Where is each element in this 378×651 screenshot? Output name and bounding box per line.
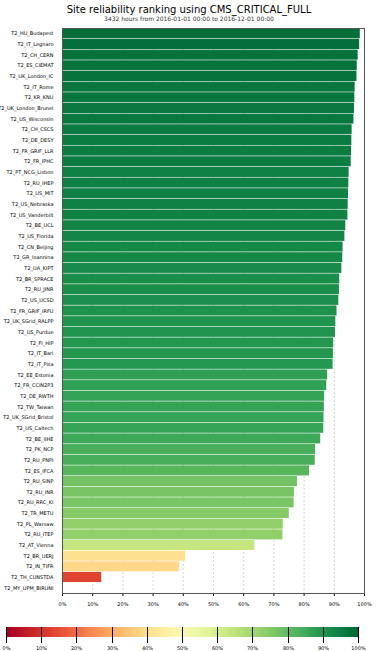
svg-text:T2_PL_Warsaw: T2_PL_Warsaw bbox=[16, 521, 54, 528]
svg-text:0%: 0% bbox=[3, 645, 11, 651]
svg-text:70%: 70% bbox=[247, 645, 258, 651]
svg-text:70%: 70% bbox=[268, 601, 279, 607]
svg-text:T2_CH_CERN: T2_CH_CERN bbox=[20, 52, 54, 59]
svg-text:T2_US_Wisconsin: T2_US_Wisconsin bbox=[9, 116, 53, 123]
svg-text:50%: 50% bbox=[177, 645, 188, 651]
svg-text:T2_IT_Legnaro: T2_IT_Legnaro bbox=[17, 41, 54, 48]
svg-text:T2_DE_DESY: T2_DE_DESY bbox=[21, 137, 54, 144]
svg-text:T2_DE_RWTH: T2_DE_RWTH bbox=[19, 393, 54, 400]
svg-text:T2_GR_Ioannina: T2_GR_Ioannina bbox=[12, 254, 53, 261]
svg-text:T2_MY_UPM_BIRUNI: T2_MY_UPM_BIRUNI bbox=[3, 585, 53, 592]
svg-text:T2_US_Florida: T2_US_Florida bbox=[17, 233, 53, 240]
html-text:Site reliability ranking using: Site reliability ranking using CMS_CRITI… bbox=[66, 4, 312, 15]
svg-text:T2_PT_NCG_Lisbon: T2_PT_NCG_Lisbon bbox=[5, 169, 53, 176]
svg-text:20%: 20% bbox=[71, 645, 82, 651]
svg-text:0%: 0% bbox=[59, 601, 67, 607]
svg-text:T2_UA_KIPT: T2_UA_KIPT bbox=[23, 265, 54, 272]
svg-text:T2_IT_Rome: T2_IT_Rome bbox=[22, 84, 53, 91]
svg-text:T2_ES_CIEMAT: T2_ES_CIEMAT bbox=[16, 62, 54, 69]
svg-text:T2_CN_Beijing: T2_CN_Beijing bbox=[17, 244, 53, 251]
svg-text:40%: 40% bbox=[142, 645, 153, 651]
svg-text:T2_RU_ITEP: T2_RU_ITEP bbox=[23, 531, 53, 538]
svg-text:60%: 60% bbox=[238, 601, 249, 607]
svg-text:T2_US_Caltech: T2_US_Caltech bbox=[16, 425, 54, 432]
svg-text:T2_FR_GRIF_LLR: T2_FR_GRIF_LLR bbox=[12, 148, 54, 155]
svg-text:T2_BR_UERJ: T2_BR_UERJ bbox=[23, 553, 54, 560]
svg-text:T2_TR_METU: T2_TR_METU bbox=[21, 510, 54, 517]
svg-text:T2_RU_INR: T2_RU_INR bbox=[25, 489, 54, 496]
svg-text:T2_RU_SINP: T2_RU_SINP bbox=[23, 478, 54, 485]
svg-text:T2_UK_SGrid_Bristol: T2_UK_SGrid_Bristol bbox=[2, 414, 53, 421]
svg-text:T2_US_MIT: T2_US_MIT bbox=[26, 190, 55, 197]
svg-text:10%: 10% bbox=[36, 645, 47, 651]
svg-text:T2_UK_London_Brunel: T2_UK_London_Brunel bbox=[0, 105, 54, 112]
svg-text:T2_IN_TIFR: T2_IN_TIFR bbox=[25, 563, 54, 570]
svg-text:30%: 30% bbox=[107, 645, 118, 651]
svg-text:40%: 40% bbox=[178, 601, 189, 607]
svg-text:T2_FR_GRIF_IRFU: T2_FR_GRIF_IRFU bbox=[9, 308, 54, 315]
svg-text:T2_IT_Bari: T2_IT_Bari bbox=[27, 350, 54, 357]
svg-text:T2_BR_SPRACE: T2_BR_SPRACE bbox=[15, 276, 54, 283]
svg-text:T2_US_UCSD: T2_US_UCSD bbox=[20, 297, 53, 304]
svg-text:T2_UK_SGrid_RALPP: T2_UK_SGrid_RALPP bbox=[3, 318, 54, 325]
svg-text:T2_US_Purdue: T2_US_Purdue bbox=[17, 329, 54, 336]
svg-text:80%: 80% bbox=[299, 601, 310, 607]
svg-text:T2_FR_CCIN2P3: T2_FR_CCIN2P3 bbox=[13, 382, 53, 389]
svg-text:50%: 50% bbox=[208, 601, 219, 607]
svg-text:100%: 100% bbox=[357, 601, 372, 607]
svg-text:T2_HU_Budapest: T2_HU_Budapest bbox=[10, 30, 53, 37]
svg-text:T2_TH_CUNSTDA: T2_TH_CUNSTDA bbox=[10, 574, 54, 581]
svg-text:10%: 10% bbox=[87, 601, 98, 607]
svg-text:90%: 90% bbox=[318, 645, 329, 651]
svg-text:T2_RU_IHEP: T2_RU_IHEP bbox=[23, 180, 54, 187]
svg-text:80%: 80% bbox=[283, 645, 294, 651]
svg-text:T2_BE_UCL: T2_BE_UCL bbox=[25, 222, 54, 229]
svg-text:T2_FR_IPHC: T2_FR_IPHC bbox=[23, 158, 54, 165]
svg-text:T2_FI_HIP: T2_FI_HIP bbox=[29, 340, 54, 347]
svg-text:30%: 30% bbox=[148, 601, 159, 607]
svg-text:20%: 20% bbox=[117, 601, 128, 607]
svg-text:T2_BE_IIHE: T2_BE_IIHE bbox=[25, 436, 54, 443]
html-text:3432 hours from 2016-01-01 00:: 3432 hours from 2016-01-01 00:00 to 2016… bbox=[104, 15, 274, 22]
svg-text:T2_EE_Estonia: T2_EE_Estonia bbox=[17, 372, 54, 379]
svg-text:T2_US_Nebraska: T2_US_Nebraska bbox=[11, 201, 54, 208]
svg-text:T2_US_Vanderbilt: T2_US_Vanderbilt bbox=[9, 212, 54, 219]
svg-text:T2_TW_Taiwan: T2_TW_Taiwan bbox=[16, 404, 53, 411]
svg-text:100%: 100% bbox=[351, 645, 366, 651]
svg-text:T2_AT_Vienna: T2_AT_Vienna bbox=[18, 542, 54, 549]
svg-text:T2_KR_KNU: T2_KR_KNU bbox=[24, 94, 54, 101]
svg-text:T2_RU_PNPI: T2_RU_PNPI bbox=[23, 457, 54, 464]
svg-text:90%: 90% bbox=[329, 601, 340, 607]
svg-text:T2_IT_Pisa: T2_IT_Pisa bbox=[27, 361, 54, 368]
svg-text:T2_PK_NCP: T2_PK_NCP bbox=[25, 446, 54, 453]
svg-text:T2_UK_London_IC: T2_UK_London_IC bbox=[9, 73, 54, 80]
svg-text:60%: 60% bbox=[212, 645, 223, 651]
svg-text:T2_RU_JINR: T2_RU_JINR bbox=[24, 286, 54, 293]
svg-text:T2_ES_IFCA: T2_ES_IFCA bbox=[24, 468, 54, 475]
svg-text:T2_RU_RRC_KI: T2_RU_RRC_KI bbox=[17, 499, 54, 506]
svg-text:T2_CH_CSCS: T2_CH_CSCS bbox=[21, 126, 54, 133]
